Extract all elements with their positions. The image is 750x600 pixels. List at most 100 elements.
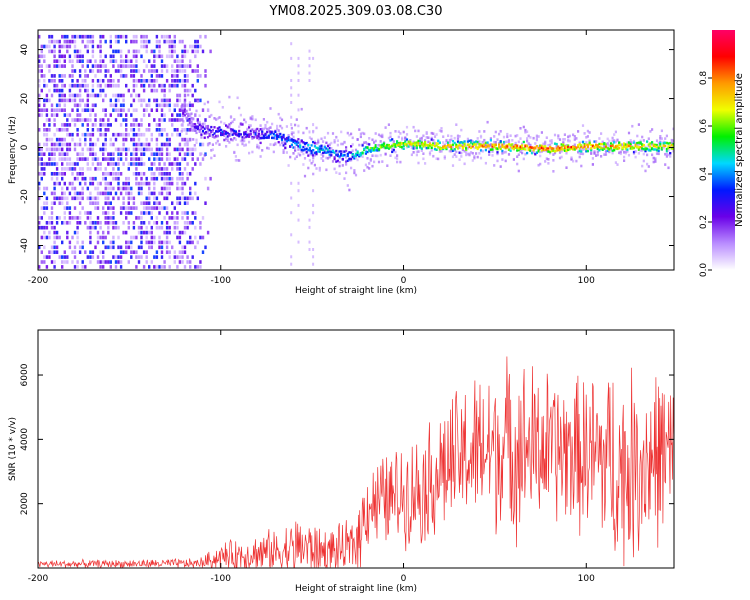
heatmap-cell <box>109 74 112 78</box>
heatmap-cell <box>391 144 394 148</box>
heatmap-cell <box>76 34 79 39</box>
heatmap-cell <box>109 113 112 117</box>
heatmap-cell <box>672 142 674 146</box>
heatmap-cell <box>368 162 371 165</box>
heatmap-cell <box>99 221 102 225</box>
heatmap-cell <box>181 79 184 83</box>
heatmap-cell <box>102 191 105 196</box>
heatmap-cell <box>399 145 402 149</box>
heatmap-cell <box>191 152 194 156</box>
heatmap-cell <box>109 103 112 108</box>
heatmap-cell <box>132 118 136 122</box>
heatmap-cell <box>165 235 169 240</box>
heatmap-cell <box>363 147 366 151</box>
heatmap-cell <box>450 134 453 138</box>
heatmap-cell <box>196 79 199 83</box>
heatmap-cell <box>670 138 673 142</box>
heatmap-cell <box>483 145 486 148</box>
heatmap-cell <box>99 59 102 63</box>
heatmap-cell <box>55 88 59 93</box>
heatmap-cell <box>145 201 148 205</box>
heatmap-cell <box>215 141 218 145</box>
heatmap-cell <box>109 59 112 63</box>
heatmap-cell <box>107 230 110 235</box>
heatmap-cell <box>238 129 241 133</box>
heatmap-cell <box>225 124 228 127</box>
heatmap-cell <box>669 141 672 145</box>
heatmap-cell <box>183 137 187 142</box>
heatmap-cell <box>81 206 84 210</box>
heatmap-cell <box>609 145 613 148</box>
heatmap-cell <box>43 123 46 127</box>
heatmap-cell <box>109 137 112 142</box>
heatmap-cell <box>112 167 115 171</box>
heatmap-cell <box>443 155 446 158</box>
heatmap-cell <box>226 126 229 129</box>
heatmap-cell <box>119 211 123 215</box>
heatmap-cell <box>199 44 202 49</box>
heatmap-cell <box>384 152 387 156</box>
x-tick-label: 100 <box>578 276 595 286</box>
heatmap-cell <box>657 147 660 150</box>
heatmap-cell <box>641 143 644 146</box>
heatmap-cell <box>435 157 438 160</box>
heatmap-cell <box>198 130 201 133</box>
heatmap-cell <box>176 98 179 103</box>
heatmap-cell <box>38 93 41 98</box>
heatmap-cell <box>66 255 69 259</box>
heatmap-cell <box>276 137 279 140</box>
heatmap-cell <box>463 150 466 153</box>
heatmap-cell <box>338 155 341 158</box>
heatmap-cell <box>63 206 66 210</box>
heatmap-cell <box>627 141 631 144</box>
heatmap-cell <box>451 149 455 152</box>
heatmap-cell <box>282 136 285 139</box>
heatmap-cell <box>107 211 110 215</box>
heatmap-cell <box>465 145 468 148</box>
heatmap-cell <box>631 124 634 128</box>
heatmap-cell <box>171 201 174 205</box>
heatmap-cell <box>290 86 293 90</box>
heatmap-cell <box>199 265 202 269</box>
heatmap-cell <box>501 152 504 155</box>
heatmap-cell <box>86 98 89 103</box>
heatmap-cell <box>267 129 270 133</box>
heatmap-cell <box>78 152 82 156</box>
heatmap-cell <box>107 201 110 205</box>
heatmap-cell <box>86 162 89 166</box>
heatmap-cell <box>171 79 174 83</box>
heatmap-cell <box>112 64 115 68</box>
heatmap-cell <box>208 132 211 136</box>
heatmap-cell <box>176 54 179 59</box>
heatmap-cell <box>447 134 450 137</box>
heatmap-cell <box>285 136 288 140</box>
heatmap-cell <box>657 152 660 156</box>
heatmap-cell <box>78 74 82 78</box>
heatmap-cell <box>102 88 105 93</box>
heatmap-cell <box>262 127 265 131</box>
heatmap-cell <box>499 145 502 149</box>
heatmap-cell <box>325 147 328 150</box>
heatmap-cell <box>432 143 435 147</box>
heatmap-cell <box>55 137 59 142</box>
heatmap-cell <box>183 142 187 147</box>
heatmap-cell <box>148 186 151 191</box>
heatmap-cell <box>132 88 136 93</box>
heatmap-cell <box>132 201 136 205</box>
heatmap-cell <box>234 131 237 134</box>
heatmap-cell <box>366 150 369 154</box>
heatmap-cell <box>521 146 524 150</box>
heatmap-cell <box>266 120 269 124</box>
heatmap-cell <box>71 137 74 142</box>
heatmap-cell <box>394 143 397 146</box>
heatmap-cell <box>109 152 112 156</box>
heatmap-cell <box>191 196 194 201</box>
heatmap-cell <box>135 93 138 98</box>
heatmap-cell <box>81 167 84 171</box>
heatmap-cell <box>565 145 568 148</box>
heatmap-cell <box>55 176 59 181</box>
heatmap-cell <box>204 83 207 88</box>
heatmap-cell <box>61 93 64 98</box>
heatmap-cell <box>665 155 668 158</box>
heatmap-cell <box>142 108 146 112</box>
